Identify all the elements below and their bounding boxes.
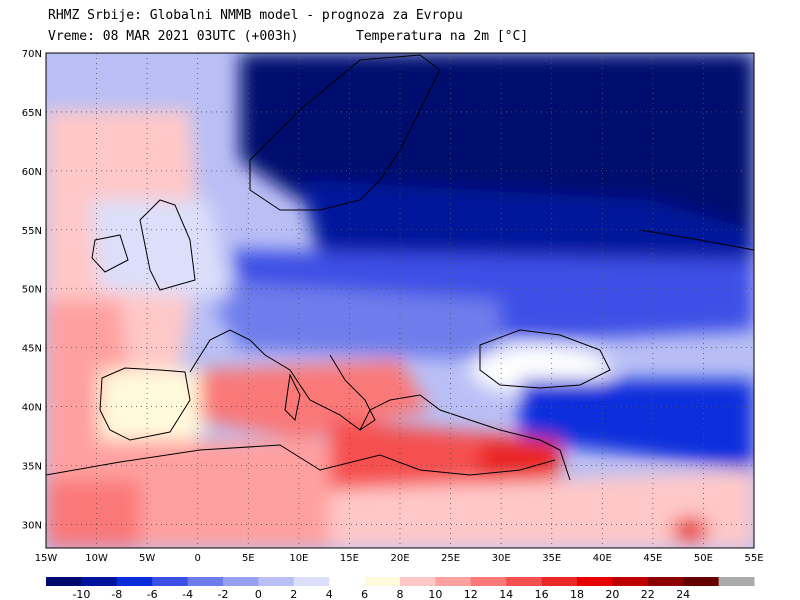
colorbar-swatch xyxy=(612,577,649,586)
lat-lon-grid xyxy=(46,53,754,548)
colorbar-swatch xyxy=(683,577,720,586)
colorbar-swatch xyxy=(223,577,259,586)
colorbar-label: -2 xyxy=(218,588,229,600)
colorbar-swatch xyxy=(506,577,543,586)
colorbar-label: -6 xyxy=(147,588,158,600)
longitude-label: 10W xyxy=(85,553,108,564)
colorbar xyxy=(46,577,755,586)
latitude-label: 65N xyxy=(22,108,42,119)
colorbar-swatch xyxy=(258,577,295,586)
latitude-label: 70N xyxy=(22,49,42,60)
colorbar-label: 12 xyxy=(464,588,478,600)
colorbar-swatch xyxy=(152,577,189,586)
longitude-label: 10E xyxy=(289,553,308,564)
colorbar-swatch xyxy=(541,577,578,586)
header-valid-time: Vreme: 08 MAR 2021 03UTC (+003h) xyxy=(48,29,299,44)
colorbar-swatch xyxy=(329,577,366,586)
longitude-label: 30E xyxy=(492,553,511,564)
latitude-label: 30N xyxy=(22,520,42,531)
longitude-label: 45E xyxy=(643,553,662,564)
latitude-label: 40N xyxy=(22,403,42,414)
longitude-label: 55E xyxy=(744,553,763,564)
colorbar-label: 0 xyxy=(255,588,262,600)
colorbar-swatch xyxy=(116,577,153,586)
longitude-label: 15W xyxy=(35,553,58,564)
longitude-label: 5E xyxy=(242,553,255,564)
longitude-label: 50E xyxy=(694,553,713,564)
longitude-label: 40E xyxy=(593,553,612,564)
colorbar-labels: -10 -8 -6 -4 -2 0 2 4 6 8 10 12 14 16 18 20 22 24 xyxy=(72,588,690,600)
colorbar-label: 16 xyxy=(535,588,549,600)
colorbar-label: 8 xyxy=(397,588,404,600)
colorbar-swatch xyxy=(293,577,330,586)
colorbar-swatch xyxy=(718,577,755,586)
latitude-labels: 70N 65N 60N 55N 50N 45N 40N 35N 30N xyxy=(22,49,42,531)
latitude-label: 35N xyxy=(22,462,42,473)
latitude-label: 60N xyxy=(22,167,42,178)
colorbar-swatch xyxy=(81,577,118,586)
colorbar-label: 10 xyxy=(428,588,442,600)
temperature-field xyxy=(46,53,754,548)
colorbar-swatch xyxy=(470,577,507,586)
colorbar-label: -8 xyxy=(111,588,122,600)
colorbar-swatch xyxy=(187,577,224,586)
colorbar-label: 22 xyxy=(641,588,655,600)
colorbar-label: 24 xyxy=(676,588,690,600)
longitude-label: 0 xyxy=(195,553,201,564)
colorbar-swatch xyxy=(46,577,82,586)
colorbar-swatch xyxy=(400,577,436,586)
colorbar-label: 2 xyxy=(290,588,297,600)
longitude-label: 20E xyxy=(390,553,409,564)
longitude-label: 25E xyxy=(441,553,460,564)
colorbar-label: 14 xyxy=(499,588,513,600)
longitude-label: 35E xyxy=(542,553,561,564)
map-frame xyxy=(45,52,755,549)
colorbar-label: 4 xyxy=(326,588,333,600)
colorbar-label: -4 xyxy=(182,588,193,600)
longitude-label: 15E xyxy=(340,553,359,564)
latitude-label: 55N xyxy=(22,226,42,237)
latitude-label: 50N xyxy=(22,285,42,296)
header-parameter: Temperatura na 2m [°C] xyxy=(356,29,529,44)
colorbar-label: 20 xyxy=(605,588,619,600)
longitude-label: 5W xyxy=(139,553,155,564)
colorbar-swatch xyxy=(577,577,613,586)
header-title: RHMZ Srbije: Globalni NMMB model - progn… xyxy=(48,8,463,23)
longitude-labels: 15W 10W 5W 0 5E 10E 15E 20E 25E 30E 35E 40E 45E 50E 55… xyxy=(35,553,764,564)
latitude-label: 45N xyxy=(22,344,42,355)
colorbar-label: 6 xyxy=(361,588,368,600)
colorbar-label: -10 xyxy=(72,588,90,600)
colorbar-label: 18 xyxy=(570,588,584,600)
colorbar-swatch xyxy=(647,577,684,586)
colorbar-swatch xyxy=(435,577,472,586)
colorbar-swatch xyxy=(364,577,401,586)
coastlines xyxy=(46,54,754,481)
